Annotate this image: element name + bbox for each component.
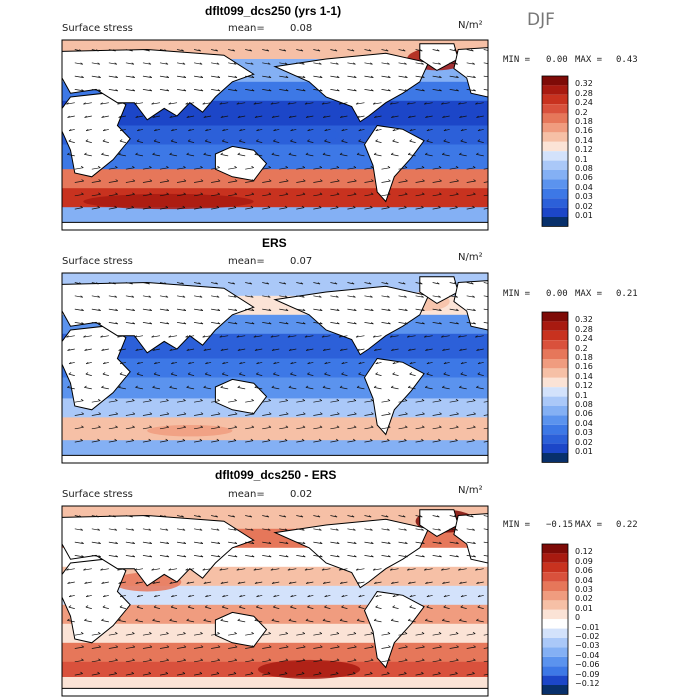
colorbar-tick-label: 0.03	[575, 192, 593, 202]
season-label: DJF	[527, 10, 555, 30]
continent-europe	[453, 513, 488, 564]
continent-greenland	[419, 276, 459, 304]
colorbar-tick-label: 0.32	[575, 315, 593, 325]
panel-3-min-value: −0.15	[546, 520, 574, 530]
panel-2-max-value: 0.21	[616, 289, 638, 299]
panel-1-max-value: 0.43	[616, 55, 638, 65]
colorbar-tick-label: 0.12	[575, 145, 593, 155]
panel-3-units: N/m²	[458, 485, 483, 496]
colorbar-tick-label: −0.09	[575, 669, 600, 679]
colorbar-tick-label: 0.06	[575, 173, 593, 183]
panel-3-colorbar	[541, 543, 569, 695]
continent-namerica	[273, 285, 430, 356]
colorbar-tick-label: 0.18	[575, 353, 593, 362]
continent-europe	[453, 47, 488, 98]
colorbar-tick-label: 0.08	[575, 400, 593, 409]
panel-1-map	[61, 39, 489, 231]
colorbar-tick-label: 0.32	[575, 79, 593, 89]
panel-2-mean-value: 0.07	[290, 256, 313, 267]
continent-antarctica	[62, 221, 488, 230]
panel-3-map	[61, 505, 489, 697]
continent-australia	[214, 611, 268, 648]
continent-greenland	[419, 43, 459, 71]
panel-2-min-value: 0.00	[546, 289, 568, 299]
continent-samerica	[363, 590, 425, 669]
colorbar-tick-label: 0.1	[575, 390, 588, 400]
colorbar-tick-label: 0.02	[575, 437, 593, 447]
continent-namerica	[273, 52, 430, 123]
continent-antarctica	[62, 687, 488, 696]
colorbar-tick-label: 0.09	[575, 556, 593, 566]
panel-1-min-value: 0.00	[546, 55, 568, 65]
colorbar-tick-label: 0.12	[575, 381, 593, 391]
panel-1-field: Surface stress	[62, 23, 133, 34]
colorbar-tick-label: 0.03	[575, 585, 593, 594]
colorbar-tick-label: 0.16	[575, 126, 593, 136]
colorbar-tick-label: 0.12	[575, 547, 593, 557]
continent-namerica	[273, 518, 430, 589]
panel-1-max-label: MAX =	[575, 55, 603, 65]
colorbar-tick-label: 0.2	[575, 107, 588, 117]
colorbar-tick-label: −0.04	[575, 650, 600, 660]
colorbar-tick-label: 0.02	[575, 201, 593, 211]
panel-2-min-label: MIN =	[503, 289, 531, 299]
colorbar-tick-label: 0.18	[575, 117, 593, 126]
panel-2-max-label: MAX =	[575, 289, 603, 299]
continent-europe	[453, 280, 488, 331]
panel-2-colorbar	[541, 311, 569, 463]
colorbar-tick-label: 0.02	[575, 594, 593, 604]
panel-3-max-value: 0.22	[616, 520, 638, 530]
panel-1-mean-value: 0.08	[290, 23, 313, 34]
panel-2-field: Surface stress	[62, 256, 133, 267]
colorbar-tick-label: 0.16	[575, 362, 593, 372]
continent-australia	[214, 145, 268, 182]
colorbar-tick-label: −0.12	[575, 679, 600, 688]
colorbar-tick-label: 0.04	[575, 575, 593, 585]
colorbar-tick-label: 0.04	[575, 182, 593, 192]
panel-3-mean-value: 0.02	[290, 489, 313, 500]
panel-3-mean-label: mean=	[228, 489, 265, 500]
continent-samerica	[363, 357, 425, 436]
panel-1-mean-label: mean=	[228, 23, 265, 34]
panel-2-title: ERS	[262, 236, 287, 250]
panel-1-colorbar	[541, 75, 569, 227]
panel-3-max-label: MAX =	[575, 520, 603, 530]
colorbar-tick-label: 0.01	[575, 447, 593, 456]
colorbar-tick-label: 0.14	[575, 371, 593, 381]
colorbar-tick-label: 0.24	[575, 98, 593, 108]
colorbar-tick-label: 0.08	[575, 164, 593, 173]
panel-1-units: N/m²	[458, 20, 483, 31]
panel-2-map	[61, 272, 489, 464]
panel-3-field: Surface stress	[62, 489, 133, 500]
colorbar-tick-label: 0.1	[575, 154, 588, 164]
colorbar-tick-label: −0.06	[575, 660, 600, 670]
colorbar-tick-label: 0.01	[575, 603, 593, 613]
continent-australia	[214, 378, 268, 415]
continent-samerica	[363, 124, 425, 203]
colorbar-tick-label: 0.04	[575, 418, 593, 428]
colorbar-tick-label: −0.01	[575, 622, 600, 632]
panel-3-title: dflt099_dcs250 - ERS	[215, 468, 337, 482]
colorbar-tick-label: 0.06	[575, 409, 593, 419]
colorbar-tick-label: 0.14	[575, 135, 593, 145]
colorbar-tick-label: 0.28	[575, 88, 593, 98]
colorbar-tick-label: −0.02	[575, 632, 600, 641]
panel-1-title: dflt099_dcs250 (yrs 1-1)	[205, 4, 342, 18]
panel-2-units: N/m²	[458, 252, 483, 263]
panel-2-mean-label: mean=	[228, 256, 265, 267]
panel-1-min-label: MIN =	[503, 55, 531, 65]
continent-greenland	[419, 509, 459, 537]
panel-3-min-label: MIN =	[503, 520, 531, 530]
colorbar-tick-label: 0	[575, 613, 581, 623]
colorbar-tick-label: −0.03	[575, 641, 600, 651]
colorbar-tick-label: 0.2	[575, 343, 588, 353]
continent-antarctica	[62, 454, 488, 463]
colorbar-tick-label: 0.06	[575, 566, 593, 576]
colorbar-tick-label: 0.03	[575, 428, 593, 438]
colorbar-tick-label: 0.24	[575, 334, 593, 344]
colorbar-tick-label: 0.28	[575, 324, 593, 334]
colorbar-tick-label: 0.01	[575, 211, 593, 220]
